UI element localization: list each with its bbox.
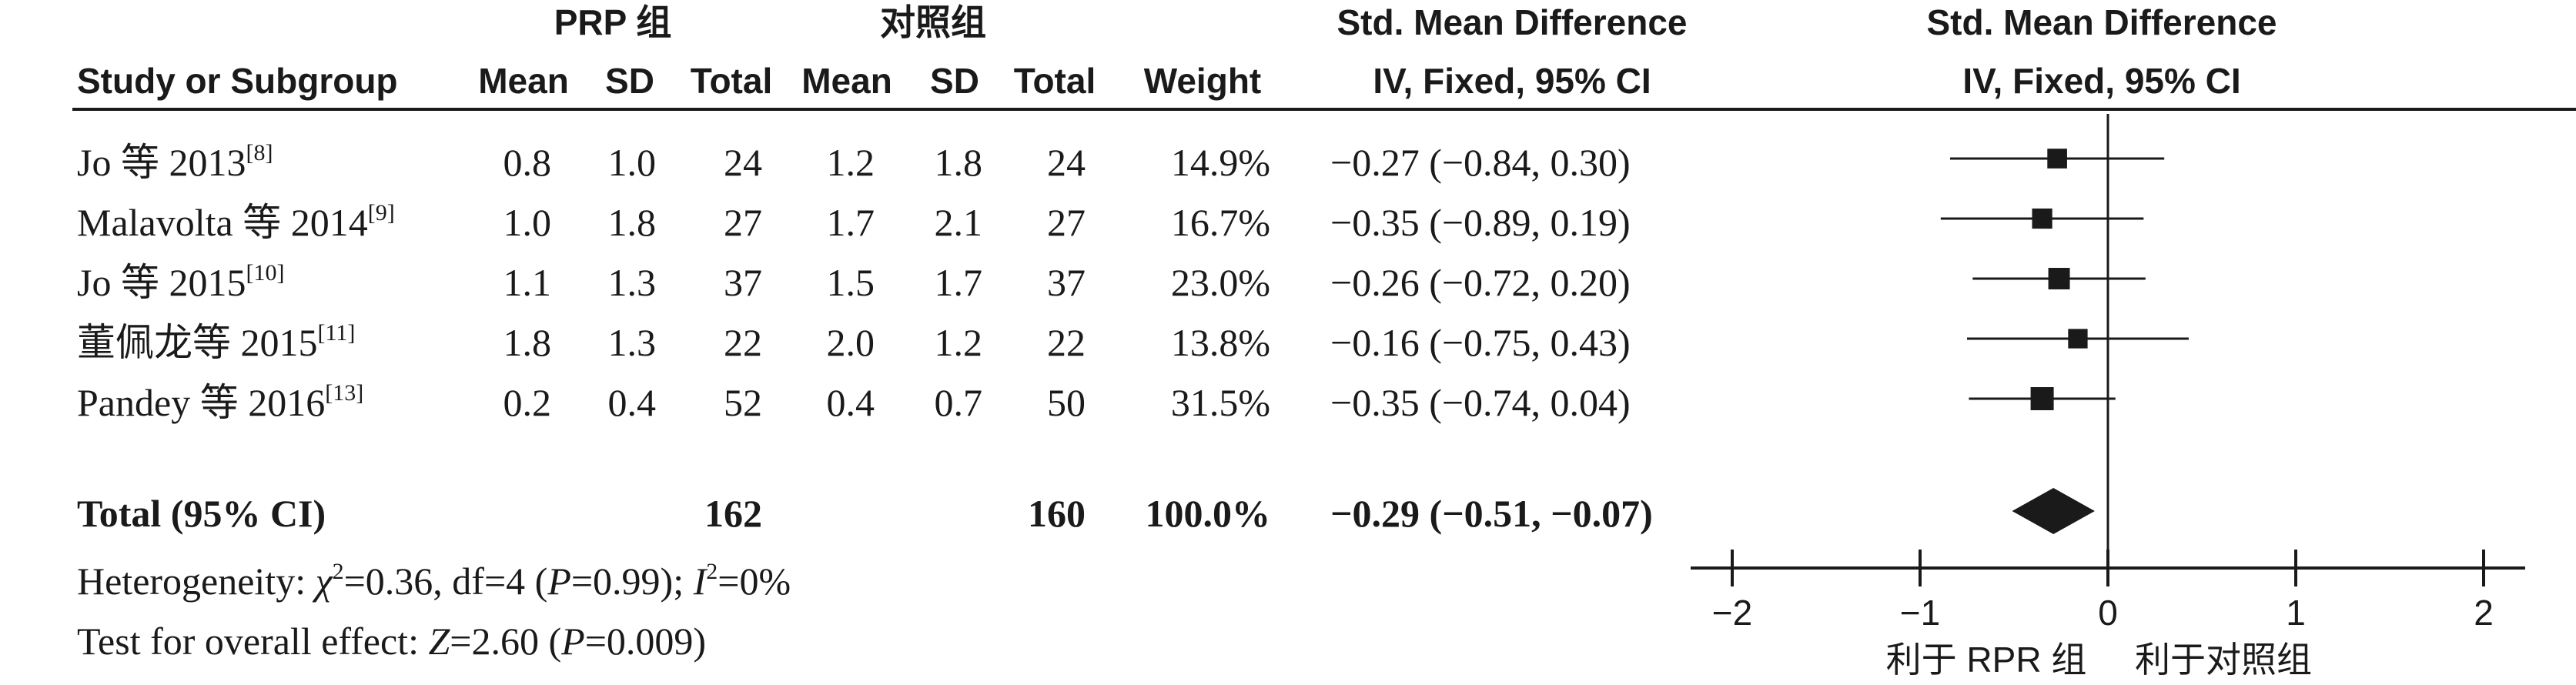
total-weight: 100.0% xyxy=(1145,492,1271,535)
total2-cell: 24 xyxy=(1047,141,1086,184)
sd2-cell: 1.7 xyxy=(934,261,983,304)
heterogeneity-text: Heterogeneity: χ2=0.36, df=4 (P=0.99); I… xyxy=(77,559,791,603)
total1-cell: 52 xyxy=(724,381,762,424)
x-axis-tick-label: 0 xyxy=(2098,593,2118,633)
study-name: Jo 等 2013[8] xyxy=(77,140,273,184)
effect-sub-table: IV, Fixed, 95% CI xyxy=(1373,61,1651,101)
col-total1-header: Total xyxy=(690,61,773,101)
ci-cell: −0.27 (−0.84, 0.30) xyxy=(1330,141,1631,184)
total-ci: −0.29 (−0.51, −0.07) xyxy=(1330,492,1653,535)
total2-cell: 50 xyxy=(1047,381,1086,424)
study-name: Jo 等 2015[10] xyxy=(77,260,285,304)
ci-cell: −0.35 (−0.74, 0.04) xyxy=(1330,381,1631,424)
mean1-cell: 0.8 xyxy=(503,141,552,184)
mean2-cell: 1.7 xyxy=(826,201,875,244)
mean2-cell: 1.5 xyxy=(826,261,875,304)
group1-header: PRP 组 xyxy=(554,2,672,42)
ci-cell: −0.16 (−0.75, 0.43) xyxy=(1330,321,1631,364)
sd2-cell: 2.1 xyxy=(934,201,983,244)
weight-cell: 13.8% xyxy=(1170,321,1270,364)
study-point-estimate xyxy=(2068,329,2088,349)
sd1-cell: 1.0 xyxy=(607,141,657,184)
weight-cell: 23.0% xyxy=(1170,261,1270,304)
sd2-cell: 1.8 xyxy=(934,141,983,184)
x-axis-tick-label: 1 xyxy=(2286,593,2306,633)
study-point-estimate xyxy=(2048,268,2070,289)
sd1-cell: 1.3 xyxy=(607,261,657,304)
study-point-estimate xyxy=(2047,149,2067,169)
overall-effect-text: Test for overall effect: Z=2.60 (P=0.009… xyxy=(77,620,707,663)
col-mean2-header: Mean xyxy=(801,61,892,101)
col-sd1-header: SD xyxy=(605,61,654,101)
effect-title-plot: Std. Mean Difference xyxy=(1926,2,2277,42)
total2-cell: 37 xyxy=(1047,261,1086,304)
total2-cell: 22 xyxy=(1047,321,1086,364)
sd1-cell: 1.8 xyxy=(607,201,657,244)
x-axis-tick-label: −2 xyxy=(1712,593,1752,633)
x-axis-tick-label: −1 xyxy=(1900,593,1940,633)
col-mean1-header: Mean xyxy=(478,61,569,101)
total1-cell: 24 xyxy=(724,141,762,184)
study-name: Malavolta 等 2014[9] xyxy=(77,200,395,244)
weight-cell: 16.7% xyxy=(1170,201,1270,244)
mean1-cell: 1.8 xyxy=(503,321,552,364)
effect-sub-plot: IV, Fixed, 95% CI xyxy=(1962,61,2241,101)
mean1-cell: 1.0 xyxy=(503,201,552,244)
mean2-cell: 1.2 xyxy=(826,141,875,184)
study-point-estimate xyxy=(2032,208,2052,229)
mean2-cell: 2.0 xyxy=(826,321,875,364)
sd1-cell: 0.4 xyxy=(607,381,657,424)
weight-cell: 14.9% xyxy=(1170,141,1270,184)
study-name: Pandey 等 2016[13] xyxy=(77,380,364,424)
favours-right-label: 利于对照组 xyxy=(2135,640,2312,680)
study-name: 董佩龙等 2015[11] xyxy=(77,320,356,364)
favours-left-label: 利于 RPR 组 xyxy=(1885,640,2087,680)
mean1-cell: 0.2 xyxy=(503,381,552,424)
col-study-header: Study or Subgroup xyxy=(77,61,398,101)
effect-title-table: Std. Mean Difference xyxy=(1337,2,1688,42)
mean1-cell: 1.1 xyxy=(503,261,552,304)
col-weight-header: Weight xyxy=(1143,61,1262,101)
col-total2-header: Total xyxy=(1013,61,1096,101)
group2-header: 对照组 xyxy=(880,2,986,42)
ci-cell: −0.26 (−0.72, 0.20) xyxy=(1330,261,1631,304)
study-point-estimate xyxy=(2030,387,2054,410)
weight-cell: 31.5% xyxy=(1170,381,1270,424)
sd2-cell: 1.2 xyxy=(934,321,983,364)
total1-cell: 22 xyxy=(724,321,762,364)
mean2-cell: 0.4 xyxy=(826,381,875,424)
header-rule xyxy=(72,108,2576,111)
x-axis-tick-label: 2 xyxy=(2474,593,2494,633)
sd2-cell: 0.7 xyxy=(934,381,983,424)
total1-sum: 162 xyxy=(704,492,762,535)
total1-cell: 27 xyxy=(724,201,762,244)
pooled-diamond xyxy=(2012,488,2095,534)
total2-sum: 160 xyxy=(1028,492,1086,535)
sd1-cell: 1.3 xyxy=(607,321,657,364)
total-label: Total (95% CI) xyxy=(77,492,326,535)
total2-cell: 27 xyxy=(1047,201,1086,244)
total1-cell: 37 xyxy=(724,261,762,304)
col-sd2-header: SD xyxy=(930,61,979,101)
ci-cell: −0.35 (−0.89, 0.19) xyxy=(1330,201,1631,244)
